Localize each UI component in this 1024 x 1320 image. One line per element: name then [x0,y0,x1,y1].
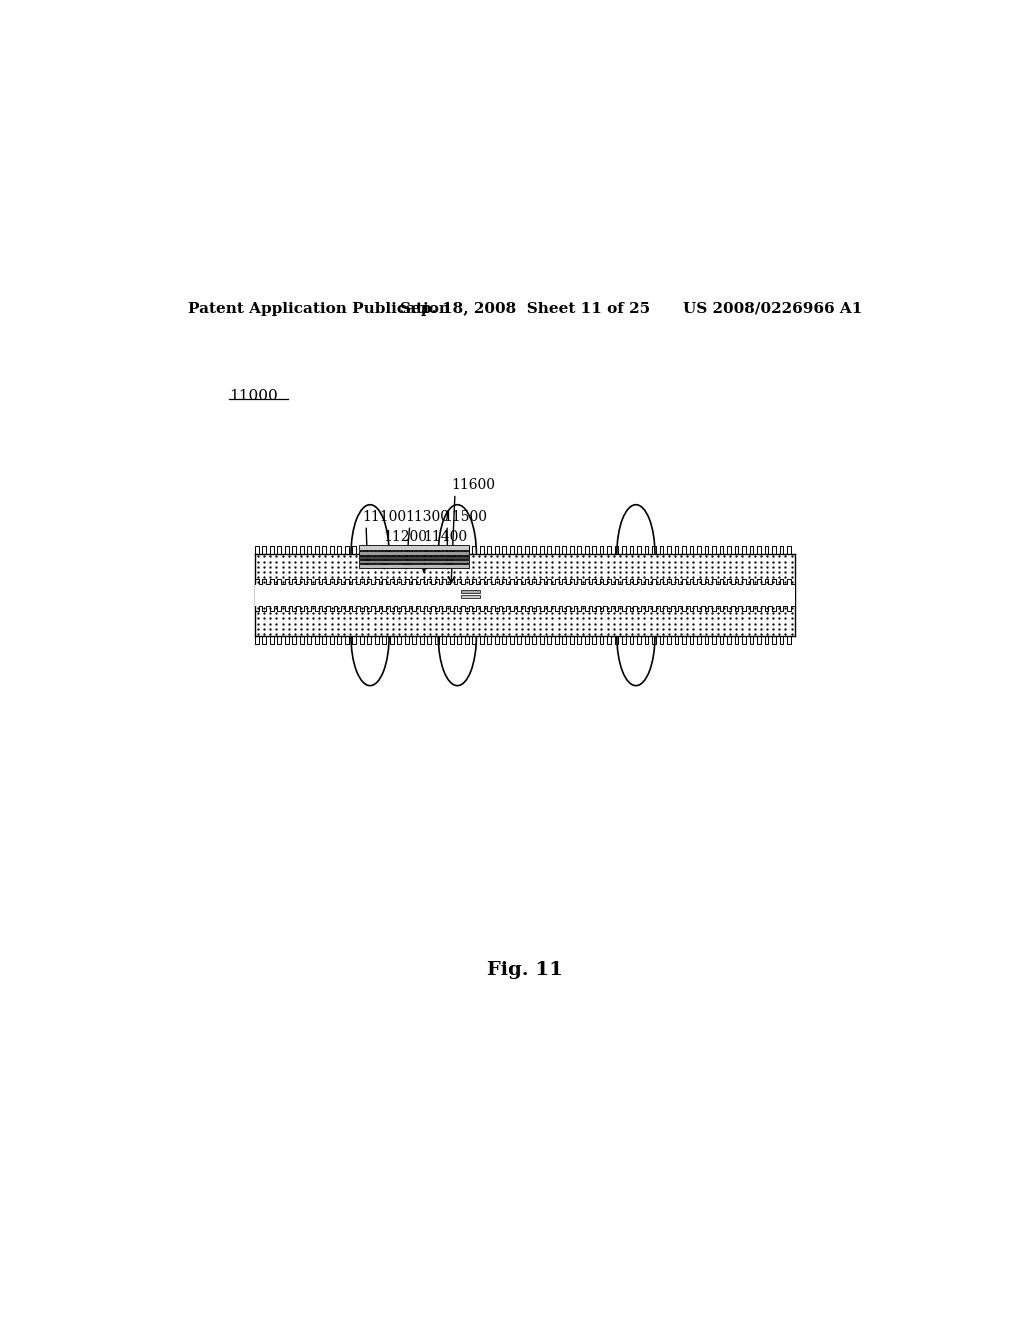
Bar [358,552,469,556]
Text: 11500: 11500 [443,510,487,524]
Bar [358,564,469,568]
Text: Sep. 18, 2008  Sheet 11 of 25: Sep. 18, 2008 Sheet 11 of 25 [399,301,650,315]
Text: 11100: 11100 [362,510,407,524]
Bar [255,583,795,606]
Bar [461,595,480,598]
Text: 11200: 11200 [384,529,428,544]
Text: 11300: 11300 [406,510,450,524]
Text: 11400: 11400 [423,529,467,544]
Bar [358,545,469,550]
Bar [461,590,480,593]
Bar [255,554,795,636]
Text: 11600: 11600 [451,478,495,492]
Text: Patent Application Publication: Patent Application Publication [187,301,450,315]
Text: 11000: 11000 [228,389,278,403]
Text: US 2008/0226966 A1: US 2008/0226966 A1 [683,301,862,315]
Bar [358,556,469,560]
Bar [358,560,469,564]
Text: Fig. 11: Fig. 11 [486,961,563,978]
